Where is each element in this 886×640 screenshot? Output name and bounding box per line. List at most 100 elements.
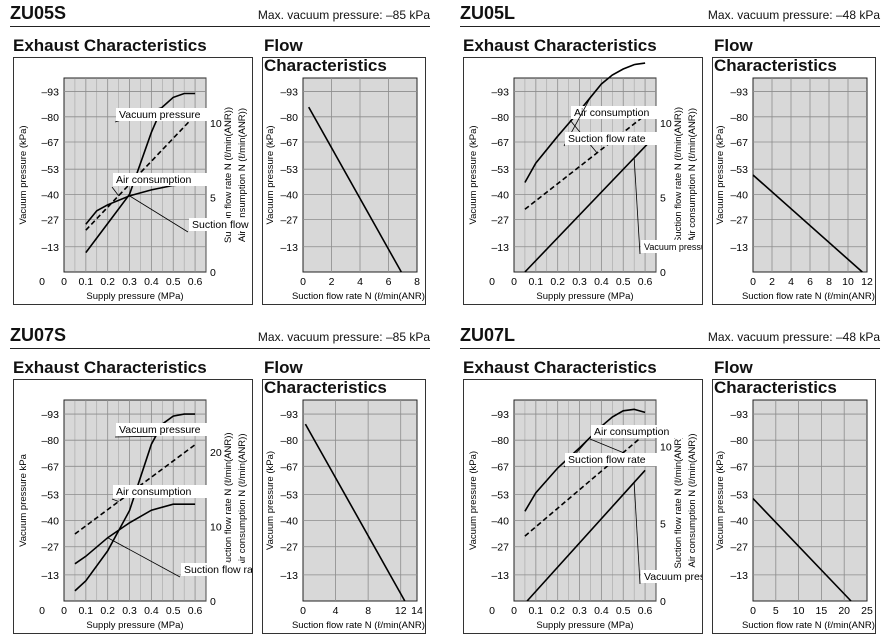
- x-tick-label: 0.3: [122, 276, 137, 288]
- series-line-vacuum-pressure: [526, 469, 646, 602]
- y-tick-label: –67: [730, 137, 748, 149]
- y-tick-label: –93: [730, 409, 748, 421]
- block-zu07s: ZU07S Max. vacuum pressure: –85 kPa Exha…: [0, 322, 430, 640]
- divider: [460, 26, 880, 27]
- exhaust-title: Exhaust Characteristics: [13, 358, 207, 377]
- x-tick-label: 0.6: [638, 605, 653, 617]
- y-tick-label: –80: [41, 435, 59, 447]
- exhaust-title: Exhaust Characteristics: [463, 36, 657, 55]
- y-tick-label: –80: [491, 435, 509, 447]
- x-tick-label: 0.2: [100, 276, 115, 288]
- y2-tick-label: 5: [660, 192, 666, 204]
- y-tick-label: –27: [280, 215, 298, 227]
- max-vacuum-label: Max. vacuum pressure: –48 kPa: [707, 330, 880, 344]
- flow-frame: 0 2 4 6 8 10 12 –13 –27 –40 –53 –67 –80 –93 Suction fl…: [712, 57, 878, 305]
- annotation-suction-flow-rate: Suction flow rate: [184, 564, 252, 576]
- y-tick-label: –27: [730, 215, 748, 227]
- x-tick-label: 0: [511, 276, 517, 288]
- x-axis-label: Supply pressure (MPa): [86, 291, 183, 302]
- x-origin-label: 0: [39, 605, 45, 617]
- series-line-suction-flow-rate: [524, 62, 646, 183]
- x-tick-label: 0.4: [144, 276, 159, 288]
- y-axis-label: Vacuum pressure (kPa): [18, 125, 29, 224]
- divider: [10, 348, 430, 349]
- annotation-leader: [114, 435, 156, 438]
- y2-axis-label-air: Air consumption N (ℓ/min(ANR)): [237, 434, 248, 568]
- x-tick-label: 0.2: [100, 605, 115, 617]
- exhaust-frame: 0 0.1 0.2 0.3 0.4 0.5 0.6 –13 –27 –40 –53 –67 –80 –93…: [463, 57, 721, 305]
- y-tick-label: –27: [491, 542, 509, 554]
- annotation-vacuum-pressure: Vacuum pressure: [119, 109, 201, 121]
- x-tick-label: 15: [816, 605, 828, 617]
- x-tick-label: 0.1: [529, 605, 544, 617]
- y-tick-label: –53: [41, 164, 59, 176]
- y-axis-label: Vacuum pressure (kPa): [265, 125, 276, 224]
- x-tick-label: 20: [838, 605, 850, 617]
- annotation-vacuum-pressure: Vacuum pressure: [644, 571, 702, 583]
- series-line-air-consumption: [524, 433, 646, 537]
- x-axis-label: Suction flow rate N (ℓ/min(ANR)): [742, 620, 875, 631]
- y2-axis-label-suction: Suction flow rate N (ℓ/min(ANR)): [223, 107, 234, 243]
- x-tick-label: 25: [861, 605, 873, 617]
- annotation-leader: [633, 482, 641, 585]
- y2-tick-label: 10: [660, 118, 672, 130]
- y-tick-label: –93: [491, 409, 509, 421]
- y2-tick-label: 0: [660, 267, 666, 279]
- y-tick-label: –53: [280, 164, 298, 176]
- flow-chart: 0 2 4 6 8 10 12 –13 –27 –40 –53 –67 –80 –93 Suction fl…: [715, 77, 878, 302]
- y-tick-label: –67: [280, 461, 298, 473]
- y2-axis-label-air: Air consumption N (ℓ/min(ANR)): [687, 108, 698, 242]
- y-tick-label: –13: [280, 242, 298, 254]
- annotation-suction-flow-rate: Suction flow rate: [568, 454, 646, 466]
- y-tick-label: –40: [730, 189, 748, 201]
- y2-axis-label-suction: Suction flow rate N (ℓ/min(ANR)): [673, 107, 684, 243]
- y-tick-label: –27: [730, 542, 748, 554]
- x-axis-label: Supply pressure (MPa): [86, 620, 183, 631]
- x-tick-label: 0.1: [79, 605, 94, 617]
- y-tick-label: –53: [41, 489, 59, 501]
- x-tick-label: 0.1: [79, 276, 94, 288]
- y-axis-label: Vacuum pressure (kPa): [468, 125, 479, 224]
- annotation-leader: [107, 537, 181, 578]
- y-tick-label: –40: [280, 516, 298, 528]
- model-title: ZU07S: [10, 325, 67, 345]
- annotation-box: [113, 173, 208, 186]
- x-tick-label: 4: [788, 276, 794, 288]
- x-tick-label: 0.3: [122, 605, 137, 617]
- x-tick-label: 0.6: [188, 605, 203, 617]
- flow-frame: 0 5 10 15 20 25 –13 –27 –40 –53 –67 –80 –93 Suction f…: [712, 379, 878, 634]
- x-tick-label: 0.5: [616, 605, 631, 617]
- x-tick-label: 0: [750, 276, 756, 288]
- y-tick-label: –67: [730, 461, 748, 473]
- x-tick-label: 10: [842, 276, 854, 288]
- x-tick-label: 0: [61, 605, 67, 617]
- y-tick-label: –40: [491, 189, 509, 201]
- block-zu05l: ZU05L Max. vacuum pressure: –48 kPa Exha…: [450, 0, 880, 318]
- x-tick-label: 8: [826, 276, 832, 288]
- x-tick-label: 12: [861, 276, 873, 288]
- x-tick-label: 4: [357, 276, 363, 288]
- y2-tick-label: 5: [660, 519, 666, 531]
- y-tick-label: –80: [730, 435, 748, 447]
- x-tick-label: 0.3: [572, 605, 587, 617]
- series-line-vacuum-pressure: [74, 413, 196, 592]
- y-tick-label: –40: [280, 189, 298, 201]
- x-axis-label: Suction flow rate N (ℓ/min(ANR)): [742, 291, 875, 302]
- annotation-box: [113, 485, 208, 498]
- x-axis-label: Supply pressure (MPa): [536, 291, 633, 302]
- x-origin-label: 0: [39, 276, 45, 288]
- annotation-air-consumption: Air consumption: [574, 107, 649, 119]
- x-tick-label: 0.3: [572, 276, 587, 288]
- y2-tick-label: 0: [210, 267, 216, 279]
- x-tick-label: 0: [300, 276, 306, 288]
- y-axis-label: Vacuum pressure (kPa): [265, 451, 276, 550]
- x-tick-label: 0.6: [638, 276, 653, 288]
- y-tick-label: –67: [491, 137, 509, 149]
- y2-tick-label: 5: [210, 192, 216, 204]
- x-origin-label: 0: [489, 276, 495, 288]
- flow-chart: 0 4 8 12 14 –13 –27 –40 –53 –67 –80 –93 Suction flow…: [265, 399, 428, 631]
- x-origin-label: 0: [489, 605, 495, 617]
- x-tick-label: 0.4: [594, 605, 609, 617]
- y-tick-label: –53: [491, 164, 509, 176]
- y-tick-label: –40: [491, 516, 509, 528]
